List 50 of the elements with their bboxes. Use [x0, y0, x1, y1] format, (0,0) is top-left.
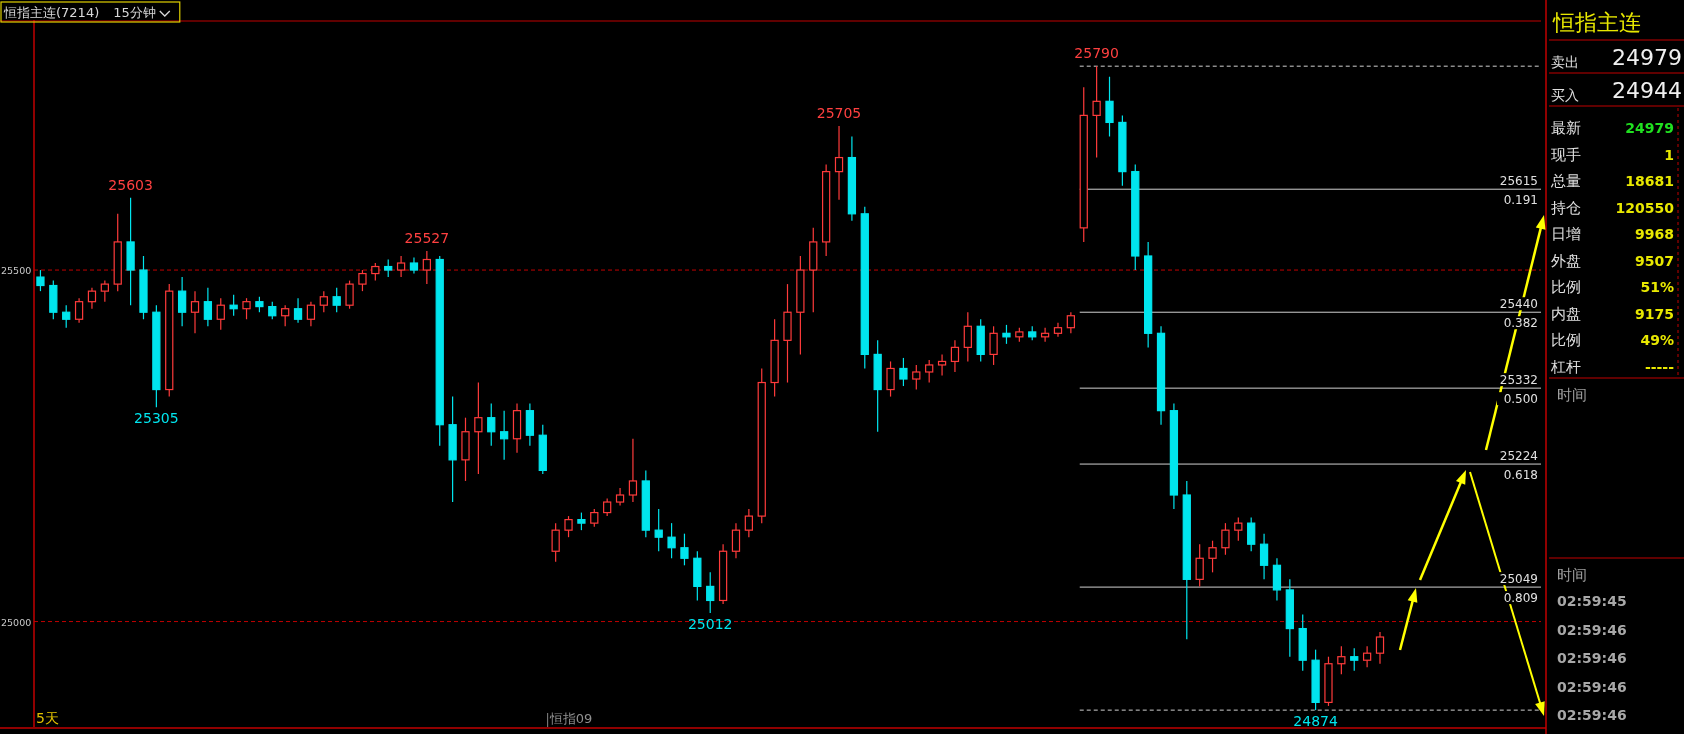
ref-line-label: 25224 0.618 — [1499, 449, 1538, 483]
text: 内盘 — [1551, 304, 1581, 323]
annotation: 25603 — [108, 176, 153, 193]
annotation: 25305 — [134, 410, 179, 427]
text: 最新 — [1551, 119, 1581, 137]
text: 杠杆 — [1550, 357, 1581, 376]
annotation: 恒指09 — [548, 711, 593, 726]
text: 18681 — [1625, 173, 1674, 189]
annotation: 25012 — [687, 616, 733, 633]
text: 现手 — [1551, 145, 1581, 164]
text: 比例 — [1551, 331, 1581, 349]
text: 外盘 — [1551, 251, 1581, 270]
text: 120550 — [1615, 199, 1675, 216]
text: 02:59:46 — [1557, 678, 1627, 695]
text: 02:59:46 — [1557, 707, 1627, 723]
text: 卖出 — [1551, 54, 1579, 70]
ref-line-label: 25440 0.382 — [1499, 297, 1538, 331]
text: 时间 — [1557, 566, 1587, 584]
y-tick-label: 25000 — [1, 616, 32, 628]
text: 持仓 — [1551, 198, 1581, 217]
text: 日增 — [1551, 225, 1581, 243]
text: 24944 — [1612, 78, 1682, 103]
annotation: 25790 — [1074, 45, 1119, 62]
chart-subtitle: 15分钟 — [113, 5, 156, 20]
text: 02:59:46 — [1557, 621, 1627, 638]
text: 9507 — [1635, 252, 1674, 269]
text: 比例 — [1551, 278, 1581, 296]
text: 9175 — [1635, 305, 1674, 322]
ref-line-label: 25049 0.809 — [1499, 572, 1538, 606]
text: 总量 — [1550, 172, 1581, 190]
text: 1 — [1664, 146, 1674, 163]
annotation: 25527 — [404, 230, 450, 247]
text: ----- — [1644, 358, 1675, 375]
annotation: 5天 — [36, 710, 59, 726]
text: 49% — [1640, 332, 1674, 348]
text: 买入 — [1551, 87, 1579, 103]
ref-line-label: 25615 0.191 — [1499, 174, 1538, 208]
text: 时间 — [1557, 386, 1587, 404]
text: 恒指主连 — [1552, 10, 1641, 35]
chart-title: 恒指主连(7214) — [3, 5, 100, 20]
text: 02:59:46 — [1557, 650, 1627, 666]
text: 24979 — [1612, 45, 1682, 70]
ref-line-label: 25332 0.500 — [1499, 373, 1538, 407]
text: 9968 — [1635, 226, 1674, 242]
text: 51% — [1640, 279, 1674, 295]
text: 24979 — [1625, 120, 1674, 136]
annotation: 24874 — [1293, 713, 1338, 730]
text: 02:59:45 — [1557, 593, 1627, 609]
annotation: 25705 — [816, 104, 862, 121]
y-tick-label: 25500 — [1, 265, 32, 277]
